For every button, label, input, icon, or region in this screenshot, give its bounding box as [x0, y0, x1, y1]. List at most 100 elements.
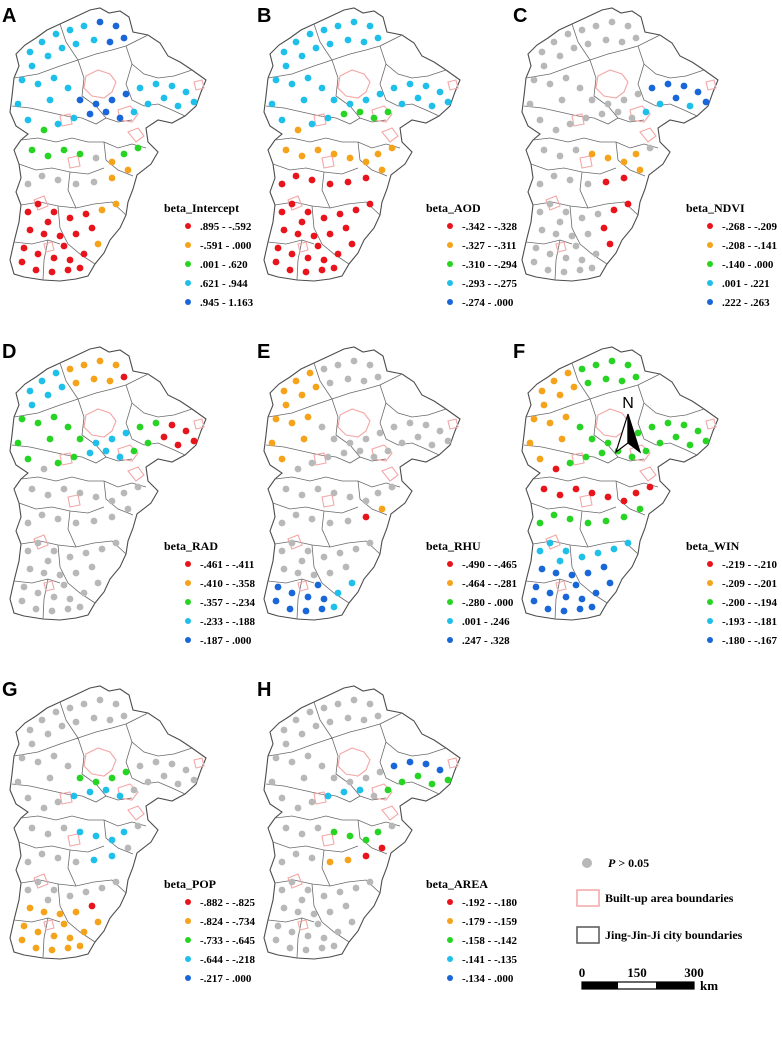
- station-point: [18, 415, 26, 423]
- station-point: [304, 752, 312, 760]
- legend-swatch: [185, 618, 191, 624]
- legend-swatch: [447, 975, 453, 981]
- station-point: [330, 942, 338, 950]
- station-point: [624, 200, 632, 208]
- station-point: [344, 517, 352, 525]
- station-point: [620, 513, 628, 521]
- station-point: [680, 82, 688, 90]
- station-point: [28, 824, 36, 832]
- station-point: [280, 48, 288, 56]
- station-point: [134, 144, 142, 152]
- station-point: [294, 230, 302, 238]
- station-point: [566, 120, 574, 128]
- station-point: [576, 84, 584, 92]
- station-point: [562, 74, 570, 82]
- station-point: [566, 515, 574, 523]
- station-point: [286, 944, 294, 952]
- station-point: [60, 920, 68, 928]
- station-point: [326, 569, 334, 577]
- station-point: [584, 230, 592, 238]
- station-point: [556, 491, 564, 499]
- station-point: [152, 80, 160, 88]
- panel-label: B: [257, 5, 271, 27]
- panel-label: A: [2, 5, 16, 27]
- station-point: [66, 892, 74, 900]
- station-point: [536, 547, 544, 555]
- station-point: [292, 38, 300, 46]
- legend-swatch: [447, 618, 453, 624]
- legend-title: beta_POP: [164, 877, 216, 891]
- legend-swatch: [707, 618, 713, 624]
- legend-class-label: -.233 - -.188: [200, 616, 255, 628]
- station-point: [588, 150, 596, 158]
- legend-class-label: -.461 - -.411: [200, 559, 254, 571]
- legend-swatch: [185, 956, 191, 962]
- station-point: [552, 126, 560, 134]
- station-point: [558, 96, 566, 104]
- station-point: [92, 100, 100, 108]
- station-point: [572, 485, 580, 493]
- station-point: [378, 844, 386, 852]
- station-point: [702, 98, 710, 106]
- legend-class-label: -.464 - -.281: [462, 578, 517, 590]
- station-point: [160, 433, 168, 441]
- station-point: [348, 240, 356, 248]
- legend-class-label: -.187 - .000: [200, 635, 252, 647]
- station-point: [80, 700, 88, 708]
- station-point: [346, 154, 354, 162]
- station-point: [320, 934, 328, 942]
- station-point: [14, 778, 22, 786]
- station-point: [318, 423, 326, 431]
- station-point: [268, 100, 276, 108]
- region-boundaries: [263, 685, 461, 960]
- station-point: [398, 439, 406, 447]
- station-point: [632, 150, 640, 158]
- station-point: [44, 830, 52, 838]
- station-point: [106, 377, 114, 385]
- station-point: [360, 377, 368, 385]
- legend-title: beta_Intercept: [164, 201, 239, 215]
- station-point: [88, 224, 96, 232]
- station-point: [28, 485, 36, 493]
- station-point: [112, 361, 120, 369]
- station-point: [38, 172, 46, 180]
- station-point: [174, 441, 182, 449]
- station-point: [90, 517, 98, 525]
- station-point: [108, 852, 116, 860]
- station-point: [552, 465, 560, 473]
- legend-title: beta_NDVI: [686, 201, 745, 215]
- station-point: [24, 547, 32, 555]
- station-point: [390, 84, 398, 92]
- station-point: [66, 704, 74, 712]
- station-point: [362, 852, 370, 860]
- station-point: [578, 256, 586, 264]
- station-point: [286, 605, 294, 613]
- station-point: [278, 116, 286, 124]
- station-point: [26, 904, 34, 912]
- station-point: [58, 44, 66, 52]
- station-point: [60, 242, 68, 250]
- legend-class-label: .621 - .944: [200, 278, 248, 290]
- station-point: [92, 832, 100, 840]
- station-point: [108, 836, 116, 844]
- station-point: [58, 722, 66, 730]
- station-point: [40, 465, 48, 473]
- station-point: [288, 539, 296, 547]
- station-point: [72, 180, 80, 188]
- station-point: [76, 96, 84, 104]
- station-point: [288, 200, 296, 208]
- station-point: [280, 387, 288, 395]
- station-point: [352, 545, 360, 553]
- station-point: [374, 373, 382, 381]
- station-point: [320, 704, 328, 712]
- station-point: [66, 553, 74, 561]
- station-point: [174, 102, 182, 110]
- station-point: [308, 854, 316, 862]
- station-point: [160, 94, 168, 102]
- station-point: [66, 934, 74, 942]
- station-point: [34, 928, 42, 936]
- station-point: [272, 76, 280, 84]
- station-point: [428, 441, 436, 449]
- station-points: [14, 696, 198, 954]
- station-point: [278, 858, 286, 866]
